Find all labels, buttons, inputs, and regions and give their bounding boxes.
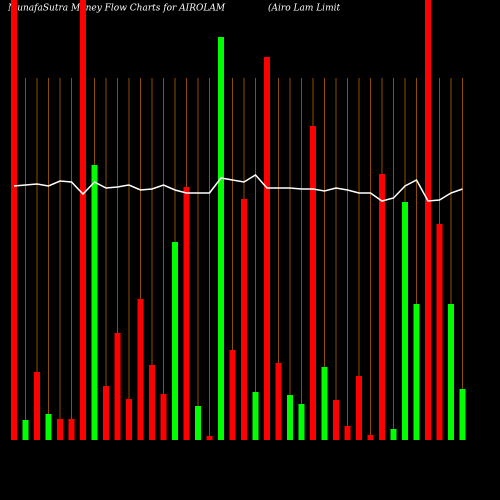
bar (367, 435, 374, 440)
bar (310, 126, 316, 440)
bar (413, 304, 420, 440)
bar (195, 406, 201, 440)
bar (149, 365, 155, 440)
bar (114, 333, 121, 440)
bar (241, 199, 247, 440)
bar (91, 165, 98, 440)
flow-line (13, 174, 463, 202)
bar (287, 395, 293, 440)
bar (206, 436, 213, 440)
bar (425, 0, 431, 440)
bar (252, 392, 259, 440)
bar (344, 426, 351, 440)
bar (218, 37, 224, 440)
bar (80, 0, 86, 440)
chart-subtitle: (Airo Lam Limit (268, 3, 340, 14)
bar (57, 419, 63, 440)
bar (11, 0, 17, 440)
bar (229, 350, 236, 440)
bar (379, 174, 385, 440)
bar (333, 400, 339, 440)
bar (436, 224, 443, 440)
bar (264, 57, 270, 440)
bar (402, 202, 408, 440)
bar (275, 363, 282, 440)
bar (183, 187, 190, 440)
bar (321, 367, 328, 440)
bar (22, 420, 29, 440)
bar (137, 299, 144, 440)
bar (298, 404, 305, 440)
bar (390, 429, 397, 440)
bar (172, 242, 178, 440)
bar (45, 414, 52, 440)
bar (103, 386, 109, 440)
bar (448, 304, 454, 440)
bar (160, 394, 167, 440)
bar (34, 372, 40, 440)
bar (459, 389, 466, 440)
bar (68, 419, 75, 440)
bar (356, 376, 362, 440)
bar (126, 399, 132, 440)
chart-title: MunafaSutra Money Flow Charts for AIROLA… (7, 4, 226, 14)
